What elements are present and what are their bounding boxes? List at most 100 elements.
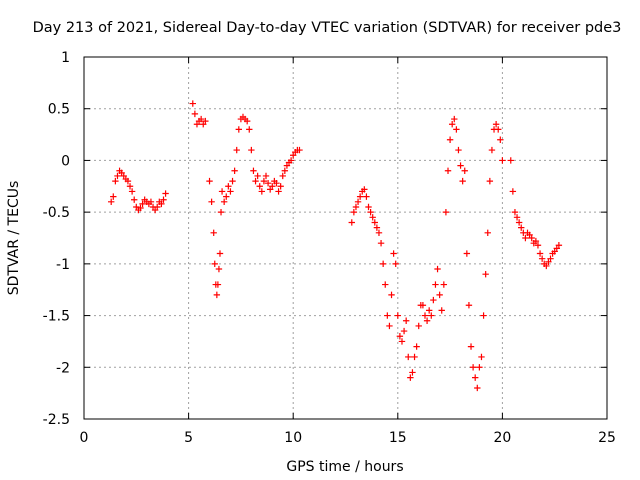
- data-point: [217, 208, 225, 216]
- data-point: [543, 262, 550, 270]
- data-point: [250, 167, 257, 174]
- data-point: [202, 117, 209, 125]
- data-point: [518, 224, 525, 231]
- data-point: [425, 307, 433, 314]
- data-point: [114, 172, 121, 180]
- data-point: [392, 260, 399, 268]
- data-point: [154, 203, 161, 211]
- data-point: [287, 157, 295, 164]
- data-point: [547, 255, 554, 262]
- data-point: [398, 338, 406, 345]
- grid-lines: [84, 57, 607, 419]
- data-point: [231, 167, 238, 174]
- data-point: [538, 255, 546, 262]
- data-point: [459, 177, 466, 185]
- data-point: [438, 307, 445, 314]
- data-point: [296, 146, 303, 154]
- data-point: [386, 322, 393, 330]
- data-point: [131, 196, 138, 203]
- data-point: [382, 281, 389, 288]
- data-point: [423, 317, 431, 324]
- data-point: [507, 157, 514, 164]
- data-point: [139, 200, 146, 208]
- data-point: [361, 186, 368, 193]
- data-point: [444, 167, 452, 174]
- data-point: [390, 250, 397, 257]
- data-point: [137, 204, 144, 212]
- x-axis-label: GPS time / hours: [286, 459, 403, 475]
- data-point: [440, 281, 448, 288]
- data-point: [214, 281, 222, 288]
- data-point: [455, 146, 462, 154]
- data-point: [511, 208, 519, 216]
- x-tick-labels: 0 5 10 15 20 25: [80, 430, 616, 446]
- data-point: [243, 117, 251, 125]
- data-point: [252, 177, 259, 185]
- data-point: [400, 327, 408, 335]
- x-tick-label: 25: [598, 430, 616, 446]
- data-point: [375, 229, 383, 237]
- data-point: [354, 198, 362, 205]
- data-point: [158, 200, 165, 208]
- data-point: [446, 136, 454, 143]
- data-point: [419, 302, 427, 309]
- data-point: [409, 369, 416, 376]
- data-point: [258, 188, 266, 195]
- y-tick-label: 1: [61, 50, 70, 66]
- x-tick-label: 10: [284, 430, 302, 446]
- data-point: [448, 121, 456, 128]
- data-point: [515, 219, 523, 226]
- data-point: [469, 364, 477, 371]
- y-tick-label: -1.5: [43, 309, 70, 325]
- data-point: [415, 322, 422, 330]
- data-point: [488, 146, 496, 154]
- data-point: [191, 110, 199, 118]
- data-point: [476, 364, 483, 371]
- data-point: [210, 229, 217, 237]
- data-point: [233, 146, 240, 154]
- data-point: [442, 208, 450, 216]
- data-point: [248, 146, 255, 154]
- data-point: [451, 115, 458, 123]
- y-tick-label: -2.5: [43, 412, 70, 428]
- data-point: [206, 177, 213, 185]
- data-point: [430, 296, 437, 304]
- data-point: [434, 265, 441, 273]
- data-point: [453, 126, 460, 133]
- data-point: [367, 208, 374, 216]
- data-point: [197, 115, 205, 123]
- data-point: [126, 183, 134, 190]
- data-point: [482, 271, 489, 278]
- y-tick-label: -2: [56, 360, 70, 376]
- x-tick-label: 5: [184, 430, 193, 446]
- data-point: [189, 100, 196, 107]
- data-point: [474, 384, 481, 392]
- x-tick-label: 0: [80, 430, 89, 446]
- data-point: [388, 291, 395, 299]
- y-tick-label: -1: [56, 257, 70, 273]
- y-axis-label: SDTVAR / TECUs: [6, 181, 22, 296]
- data-point: [373, 224, 381, 231]
- axis-ticks: [83, 56, 608, 420]
- data-point: [484, 229, 491, 237]
- data-point: [147, 198, 155, 205]
- data-point: [275, 188, 282, 195]
- data-point: [411, 353, 418, 361]
- data-point: [509, 188, 517, 195]
- data-point: [281, 167, 289, 174]
- data-point: [495, 126, 502, 133]
- data-point: [536, 250, 544, 257]
- data-point: [277, 183, 284, 190]
- data-point: [350, 208, 358, 216]
- data-point: [218, 188, 226, 195]
- data-point: [396, 333, 404, 340]
- data-point: [384, 312, 391, 319]
- data-point: [246, 126, 253, 133]
- data-point: [363, 193, 370, 200]
- data-point: [279, 172, 286, 180]
- data-point: [162, 190, 169, 197]
- data-point: [128, 188, 136, 195]
- data-point: [492, 121, 500, 128]
- data-point: [227, 188, 234, 195]
- data-series-sdtvar: [107, 100, 563, 392]
